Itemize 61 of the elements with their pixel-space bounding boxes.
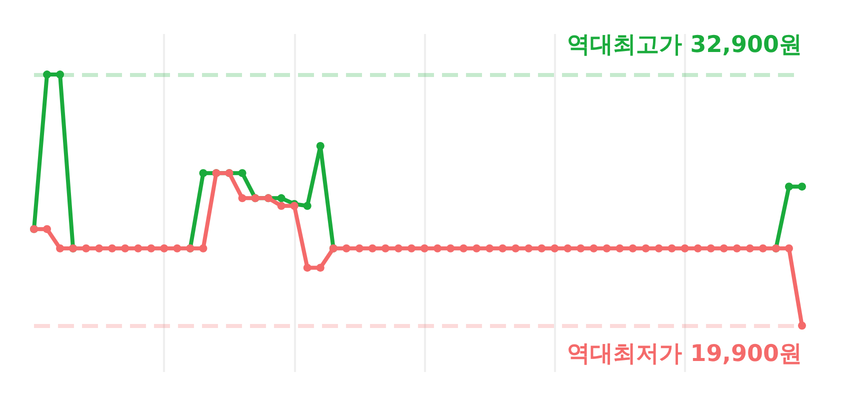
point <box>43 225 52 234</box>
point <box>199 169 208 178</box>
point <box>434 244 442 252</box>
point <box>56 244 64 252</box>
point <box>408 244 416 252</box>
point <box>238 169 246 178</box>
point <box>706 244 715 252</box>
point <box>82 244 90 252</box>
point <box>798 182 806 191</box>
point <box>784 244 793 252</box>
point <box>758 244 767 252</box>
point <box>498 244 507 252</box>
ref-line-label: 역대최고가 32,900원 <box>567 32 802 58</box>
point <box>355 244 364 252</box>
point <box>108 244 116 252</box>
point <box>316 264 324 272</box>
point <box>381 244 390 252</box>
point <box>368 244 376 252</box>
point <box>590 244 598 252</box>
point <box>486 244 494 252</box>
point <box>160 244 168 252</box>
point <box>238 194 246 202</box>
point <box>720 244 728 252</box>
point <box>564 244 572 252</box>
point <box>654 244 663 252</box>
point <box>642 244 650 252</box>
point <box>472 244 481 252</box>
point <box>342 244 350 252</box>
point <box>460 244 468 252</box>
point <box>784 182 793 191</box>
point <box>538 244 546 252</box>
point <box>56 70 64 79</box>
point <box>277 194 286 202</box>
point <box>43 70 52 79</box>
point <box>628 244 637 252</box>
point <box>576 244 585 252</box>
point <box>147 244 156 252</box>
point <box>746 244 754 252</box>
point <box>95 244 104 252</box>
point <box>134 244 142 252</box>
point <box>420 244 429 252</box>
point <box>616 244 624 252</box>
point <box>602 244 611 252</box>
ref-line-label: 역대최저가 19,900원 <box>567 341 802 368</box>
point <box>668 244 676 252</box>
point <box>524 244 533 252</box>
point <box>732 244 741 252</box>
point <box>394 244 402 252</box>
point <box>173 244 182 252</box>
point <box>512 244 520 252</box>
point <box>316 142 324 150</box>
point <box>199 244 208 252</box>
point <box>446 244 455 252</box>
point <box>694 244 702 252</box>
point <box>798 322 806 330</box>
point <box>277 202 286 210</box>
point <box>121 244 130 252</box>
point <box>550 244 559 252</box>
point <box>303 202 312 210</box>
point <box>303 264 312 272</box>
point <box>680 244 689 252</box>
